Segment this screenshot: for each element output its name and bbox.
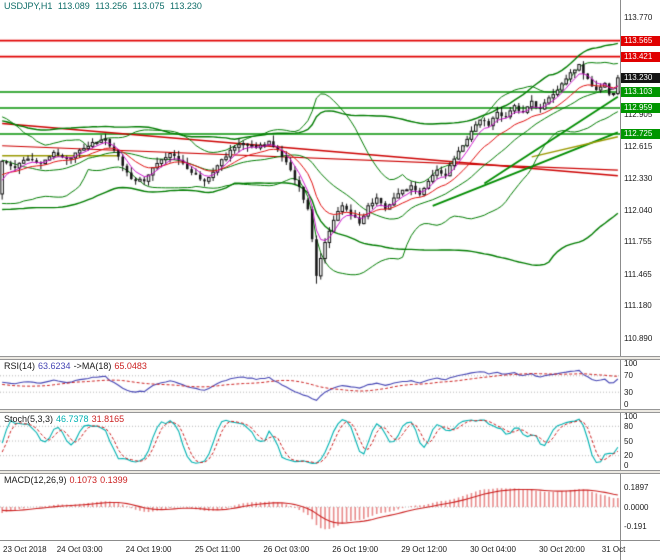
price-chart-canvas[interactable] xyxy=(0,0,620,356)
macd-level: -0.191 xyxy=(624,522,647,532)
price-tick: 112.905 xyxy=(624,109,653,119)
rsi-ma-value: 65.0483 xyxy=(114,361,147,371)
price-tick: 112.615 xyxy=(624,141,653,151)
stoch-level: 100 xyxy=(624,412,638,421)
price-tick: 111.465 xyxy=(624,269,652,279)
splitter-main-rsi[interactable] xyxy=(0,356,660,360)
rsi-axis[interactable]: 100 70 30 0 xyxy=(620,359,660,409)
support-price-badge: 112.959 xyxy=(621,103,660,114)
rsi-level: 0 xyxy=(624,400,629,409)
time-axis[interactable]: 23 Oct 2018 24 Oct 03:00 24 Oct 19:00 25 Oc… xyxy=(0,541,625,560)
macd-signal-value: 0.1399 xyxy=(100,475,128,485)
macd-canvas[interactable] xyxy=(0,474,620,540)
price-tick: 112.330 xyxy=(624,173,653,183)
stoch-panel: Stoch(5,3,3) 46.7378 31.8165 xyxy=(0,413,620,470)
chart-header: USDJPY,H1 113.089 113.256 113.075 113.23… xyxy=(4,1,205,11)
time-label: 26 Oct 03:00 xyxy=(263,545,310,554)
rsi-level: 30 xyxy=(624,387,633,397)
support-price-badge: 112.725 xyxy=(621,129,660,140)
time-label: 23 Oct 2018 xyxy=(3,545,47,554)
rsi-panel: RSI(14) 63.6234 ->MA(18) 65.0483 xyxy=(0,360,620,409)
time-label: 30 Oct 20:00 xyxy=(538,545,585,554)
stoch-name: Stoch(5,3,3) xyxy=(4,414,54,424)
splitter-stoch-macd[interactable] xyxy=(0,470,660,474)
price-close-value: 113.230 xyxy=(170,1,202,11)
time-label: 31 Oct xyxy=(601,545,626,554)
macd-main-value: 0.1073 xyxy=(69,475,98,485)
price-tick: 111.755 xyxy=(624,237,652,247)
macd-axis[interactable]: 0.1897 0.0000 -0.191 xyxy=(620,474,660,540)
resistance-price-badge: 113.565 xyxy=(621,35,660,46)
macd-level: 0.0000 xyxy=(624,502,649,512)
rsi-value: 63.6234 xyxy=(38,361,71,371)
stoch-label: Stoch(5,3,3) 46.7378 31.8165 xyxy=(4,414,127,424)
current-price-badge: 113.230 xyxy=(621,72,660,83)
stoch-level: 0 xyxy=(624,461,629,470)
price-tick: 112.040 xyxy=(624,205,653,215)
macd-level: 0.1897 xyxy=(624,482,649,492)
price-high-value: 113.256 xyxy=(95,1,128,11)
time-label: 25 Oct 11:00 xyxy=(194,545,241,554)
time-label: 30 Oct 04:00 xyxy=(470,545,516,554)
rsi-ma-name: ->MA(18) xyxy=(73,361,112,371)
stoch-main-value: 46.7378 xyxy=(56,414,89,424)
price-tick: 110.890 xyxy=(624,333,653,343)
resistance-price-badge: 113.421 xyxy=(621,51,660,62)
stoch-canvas[interactable] xyxy=(0,413,620,470)
time-label: 24 Oct 19:00 xyxy=(125,545,172,554)
price-low-value: 113.075 xyxy=(132,1,165,11)
time-label: 29 Oct 12:00 xyxy=(401,545,447,554)
price-tick: 113.770 xyxy=(624,13,653,23)
stoch-level: 20 xyxy=(624,451,633,461)
rsi-label: RSI(14) 63.6234 ->MA(18) 65.0483 xyxy=(4,361,150,371)
splitter-rsi-stoch[interactable] xyxy=(0,409,660,413)
time-label: 24 Oct 03:00 xyxy=(56,545,103,554)
symbol-timeframe-label: USDJPY,H1 xyxy=(4,1,53,11)
rsi-level: 100 xyxy=(624,359,638,368)
stoch-level: 80 xyxy=(624,421,633,431)
time-axis-row: 23 Oct 2018 24 Oct 03:00 24 Oct 19:00 25 Oc… xyxy=(0,540,660,560)
price-tick: 111.180 xyxy=(624,301,652,311)
stoch-axis[interactable]: 100 80 50 20 0 xyxy=(620,412,660,470)
rsi-name: RSI(14) xyxy=(4,361,36,371)
rsi-canvas[interactable] xyxy=(0,360,620,409)
time-label: 26 Oct 19:00 xyxy=(332,545,379,554)
rsi-level: 70 xyxy=(624,371,633,381)
stoch-signal-value: 31.8165 xyxy=(91,414,125,424)
price-open-value: 113.089 xyxy=(57,1,90,11)
macd-name: MACD(12,26,9) xyxy=(4,475,67,485)
price-panel: USDJPY,H1 113.089 113.256 113.075 113.23… xyxy=(0,0,620,356)
macd-label: MACD(12,26,9) 0.1073 0.1399 xyxy=(4,475,131,485)
price-axis[interactable]: 113.770 112.905 112.615 112.330 112.040 111.7… xyxy=(620,0,660,356)
support-price-badge: 113.103 xyxy=(621,87,660,97)
macd-panel: MACD(12,26,9) 0.1073 0.1399 xyxy=(0,474,620,540)
axis-corner xyxy=(620,541,660,560)
stoch-level: 50 xyxy=(624,436,633,446)
